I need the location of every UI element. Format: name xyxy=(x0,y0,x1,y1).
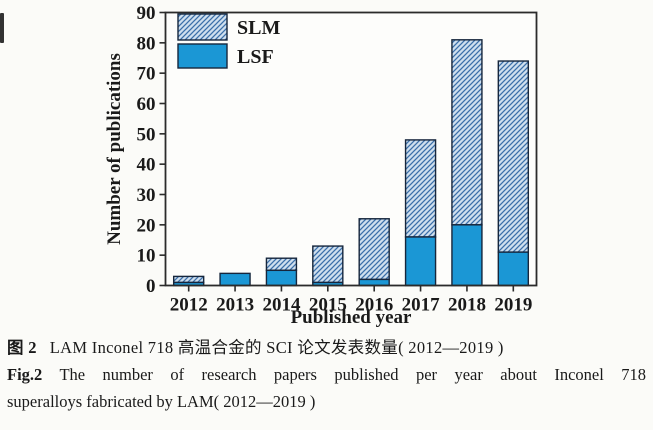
bar-lsf-2019 xyxy=(497,251,530,287)
x-tick-label-2014: 2014 xyxy=(262,295,301,316)
bar-slm-2017 xyxy=(404,139,437,238)
figure-caption: 图 2 LAM Inconel 718 高温合金的 SCI 论文发表数量( 201… xyxy=(0,334,653,415)
x-tick-label-2015: 2015 xyxy=(309,295,347,316)
caption-en-text-2: superalloys fabricated by LAM( 2012—2019… xyxy=(7,392,316,411)
caption-line-en-2: superalloys fabricated by LAM( 2012—2019… xyxy=(7,388,646,415)
x-axis-title: Published year xyxy=(291,307,412,328)
caption-line-en-1: Fig.2 The number of research papers publ… xyxy=(7,361,646,388)
bar-lsf-2017 xyxy=(404,236,437,287)
bar-lsf-2013 xyxy=(219,272,251,287)
bar-slm-2016 xyxy=(358,218,390,281)
bar-lsf-2016 xyxy=(358,278,390,287)
y-tick-label-30: 30 xyxy=(137,185,156,206)
y-tick-label-40: 40 xyxy=(137,155,156,176)
bar-lsf-2014 xyxy=(265,269,298,287)
x-tick-label-2012: 2012 xyxy=(170,295,208,316)
legend-label-lsf: LSF xyxy=(237,46,274,68)
y-tick-label-70: 70 xyxy=(137,64,156,85)
bar-slm-2014 xyxy=(265,257,298,272)
y-tick-label-10: 10 xyxy=(137,246,156,267)
y-tick-label-20: 20 xyxy=(137,215,156,236)
bar-slm-2015 xyxy=(312,245,344,284)
publications-stacked-bar-chart: 2012 2013 2014 2015 2016 2017 2018 2019 0 10 20 30 4… xyxy=(104,3,538,328)
caption-en-text-1: The number of research papers published … xyxy=(59,365,647,384)
scan-artifact-mark xyxy=(0,13,4,43)
x-tick-label-2016: 2016 xyxy=(355,295,393,316)
caption-zh-text: LAM Inconel 718 高温合金的 SCI 论文发表数量( 2012—2… xyxy=(49,338,504,357)
x-tick-label-2019: 2019 xyxy=(494,295,532,316)
y-tick-label-90: 90 xyxy=(137,3,156,24)
caption-zh-label: 图 2 xyxy=(7,338,37,357)
legend-swatch-lsf xyxy=(177,43,228,69)
caption-line-zh: 图 2 LAM Inconel 718 高温合金的 SCI 论文发表数量( 201… xyxy=(7,334,646,361)
y-tick-label-80: 80 xyxy=(137,33,156,54)
x-tick-label-2018: 2018 xyxy=(448,295,486,316)
legend-swatch-slm xyxy=(177,13,228,41)
bar-lsf-2018 xyxy=(451,224,483,287)
x-tick-label-2017: 2017 xyxy=(402,295,441,316)
bar-slm-2018 xyxy=(451,39,483,226)
bar-slm-2012 xyxy=(172,275,205,284)
y-tick-label-60: 60 xyxy=(137,94,156,115)
legend-label-slm: SLM xyxy=(237,17,280,39)
y-tick-label-50: 50 xyxy=(137,124,156,145)
bar-slm-2019 xyxy=(497,60,530,253)
plot-border xyxy=(164,11,538,287)
caption-en-label: Fig.2 xyxy=(7,365,43,384)
y-axis-title: Number of publications xyxy=(104,53,125,245)
y-tick-label-0: 0 xyxy=(146,276,156,297)
x-tick-label-2013: 2013 xyxy=(216,295,254,316)
